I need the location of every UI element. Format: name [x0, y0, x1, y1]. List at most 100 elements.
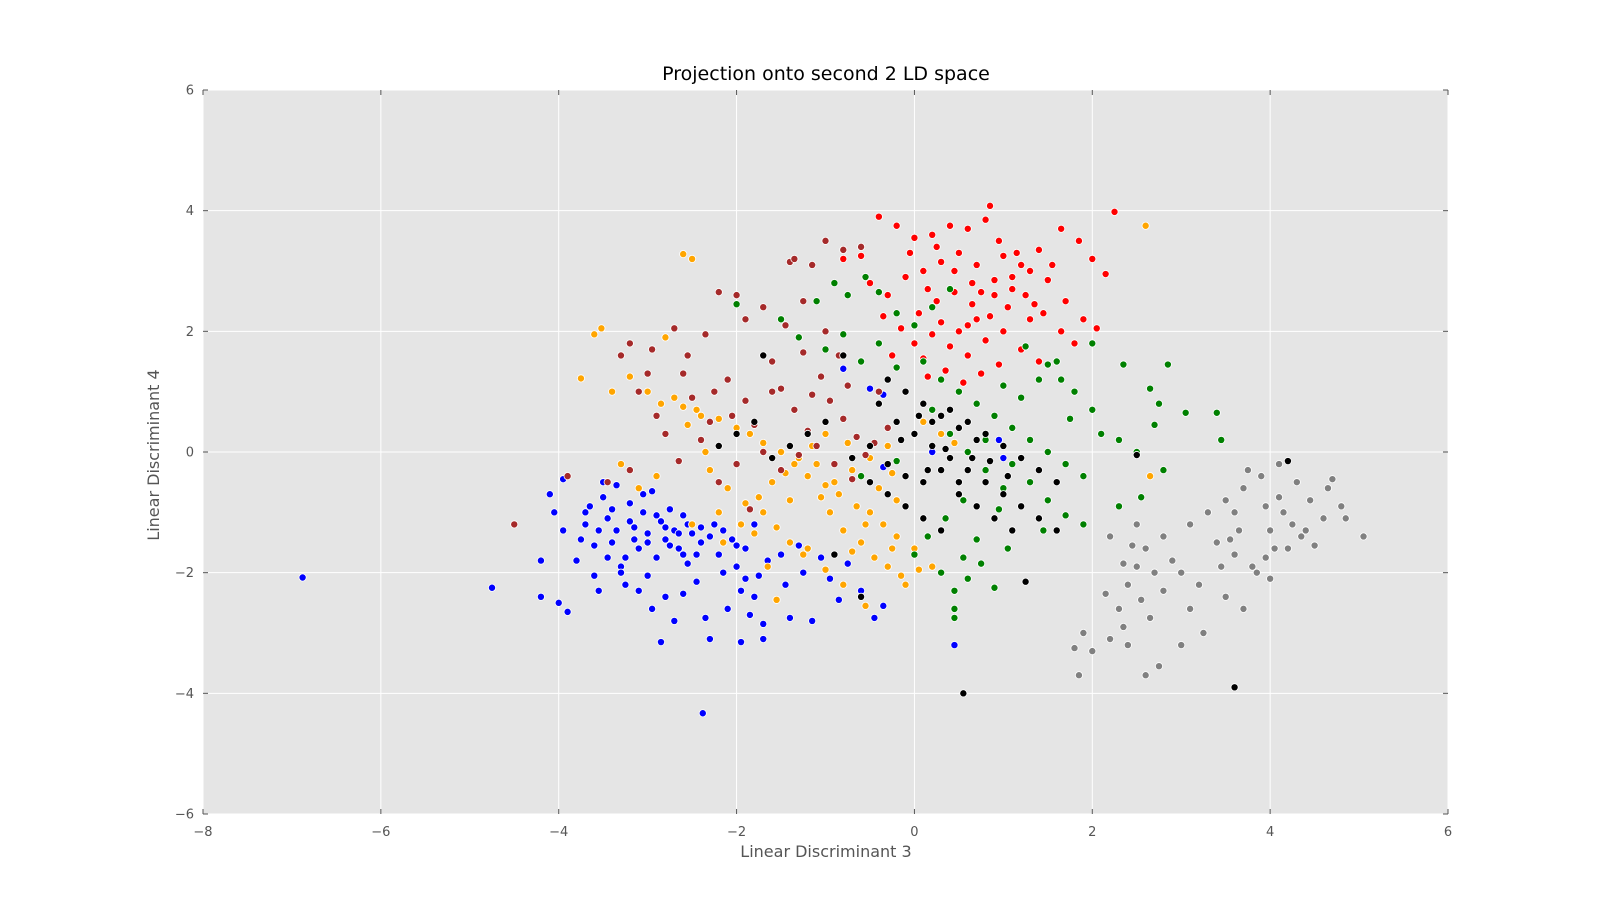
data-point: [821, 417, 830, 426]
y-axis-label: Linear Discriminant 4: [144, 369, 163, 540]
data-point: [639, 508, 648, 517]
data-point: [879, 601, 888, 610]
data-point: [1341, 514, 1350, 523]
data-point: [848, 475, 857, 484]
data-point: [1306, 496, 1315, 505]
data-point: [714, 441, 723, 450]
data-point: [968, 454, 977, 463]
data-point: [1119, 360, 1128, 369]
data-point: [661, 333, 670, 342]
data-point: [990, 276, 999, 285]
data-point: [1319, 514, 1328, 523]
data-point: [692, 405, 701, 414]
data-point: [1079, 520, 1088, 529]
data-point: [1270, 544, 1279, 553]
data-point: [1114, 435, 1123, 444]
data-point: [1243, 466, 1252, 475]
data-point: [861, 273, 870, 282]
data-point: [892, 417, 901, 426]
data-point: [937, 257, 946, 266]
data-point: [701, 447, 710, 456]
data-point: [1212, 538, 1221, 547]
data-point: [990, 291, 999, 300]
data-point: [1141, 671, 1150, 680]
data-point: [963, 574, 972, 583]
data-point: [679, 511, 688, 520]
data-point: [928, 303, 937, 312]
data-point: [1279, 508, 1288, 517]
data-point: [634, 544, 643, 553]
data-point: [754, 571, 763, 580]
data-point: [1034, 514, 1043, 523]
data-point: [950, 613, 959, 622]
data-point: [839, 254, 848, 263]
data-points: [298, 201, 1368, 718]
data-point: [932, 297, 941, 306]
x-tick-label: −8: [193, 825, 212, 840]
data-point: [1017, 393, 1026, 402]
data-point: [665, 541, 674, 550]
data-point: [932, 242, 941, 251]
data-point: [1292, 478, 1301, 487]
data-point: [1048, 260, 1057, 269]
data-point: [1217, 562, 1226, 571]
data-point: [977, 369, 986, 378]
data-point: [821, 327, 830, 336]
data-point: [808, 616, 817, 625]
data-point: [599, 493, 608, 502]
data-point: [959, 378, 968, 387]
data-point: [1132, 562, 1141, 571]
data-point: [688, 529, 697, 538]
data-point: [594, 586, 603, 595]
data-point: [701, 613, 710, 622]
data-point: [1154, 662, 1163, 671]
data-point: [768, 478, 777, 487]
data-point: [1052, 357, 1061, 366]
data-point: [1012, 248, 1021, 257]
data-point: [794, 541, 803, 550]
data-point: [1230, 550, 1239, 559]
data-point: [990, 411, 999, 420]
data-point: [1043, 496, 1052, 505]
data-point: [688, 393, 697, 402]
data-point: [670, 616, 679, 625]
data-point: [741, 544, 750, 553]
data-point: [977, 559, 986, 568]
data-point: [901, 387, 910, 396]
data-point: [892, 457, 901, 466]
data-point: [874, 387, 883, 396]
data-point: [972, 435, 981, 444]
data-point: [545, 490, 554, 499]
data-point: [1039, 526, 1048, 535]
data-point: [830, 460, 839, 469]
y-tick-label: 2: [186, 325, 194, 340]
data-point: [923, 466, 932, 475]
data-point: [1252, 568, 1261, 577]
data-point: [910, 233, 919, 242]
data-point: [643, 529, 652, 538]
data-point: [1021, 577, 1030, 586]
data-point: [892, 363, 901, 372]
data-point: [1119, 559, 1128, 568]
data-point: [999, 490, 1008, 499]
data-point: [808, 390, 817, 399]
data-point: [803, 429, 812, 438]
data-point: [946, 405, 955, 414]
data-point: [772, 523, 781, 532]
data-point: [670, 324, 679, 333]
data-point: [825, 396, 834, 405]
data-point: [1146, 472, 1155, 481]
data-point: [750, 520, 759, 529]
data-point: [999, 251, 1008, 260]
data-point: [883, 460, 892, 469]
data-point: [803, 544, 812, 553]
x-tick-label: −4: [549, 825, 568, 840]
data-point: [905, 248, 914, 257]
data-point: [1159, 532, 1168, 541]
data-point: [1039, 309, 1048, 318]
data-point: [1328, 475, 1337, 484]
data-point: [928, 417, 937, 426]
data-point: [919, 514, 928, 523]
data-point: [888, 544, 897, 553]
data-point: [1239, 604, 1248, 613]
